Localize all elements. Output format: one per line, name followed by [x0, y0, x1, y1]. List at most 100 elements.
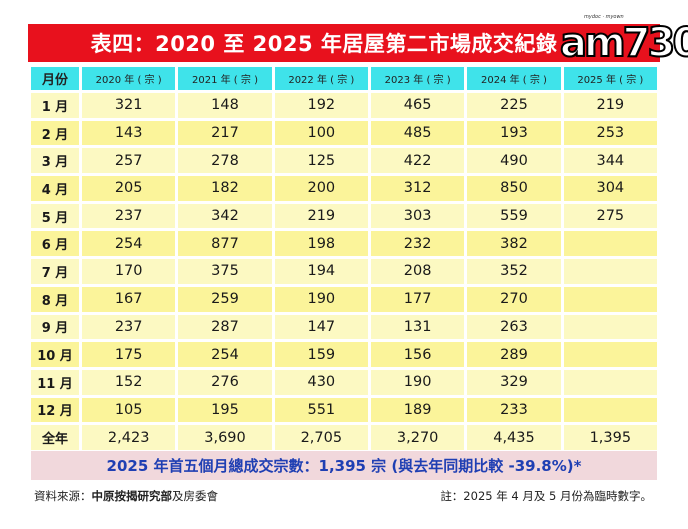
value-cell: 253 [563, 120, 657, 146]
value-cell: 125 [274, 148, 368, 174]
table-row: 8 月 167 259 190 177 270 [31, 286, 657, 312]
value-cell: 208 [370, 259, 465, 284]
value-cell: 559 [467, 203, 561, 229]
value-cell: 189 [370, 397, 465, 423]
value-cell: 233 [467, 397, 561, 423]
header-2020: 2020 年 ( 宗 ) [82, 67, 176, 90]
month-cell: 全年 [31, 425, 79, 450]
value-cell: 152 [82, 369, 176, 395]
value-cell: 278 [178, 148, 272, 174]
table-row: 10 月 175 254 159 156 289 [31, 342, 657, 367]
value-cell: 195 [178, 397, 272, 423]
value-cell: 329 [467, 369, 561, 395]
table-row: 12 月 105 195 551 189 233 [31, 397, 657, 423]
source-name: 中原按揭研究部 [91, 489, 173, 503]
month-cell: 10 月 [31, 342, 79, 367]
value-cell: 170 [82, 259, 176, 284]
value-cell: 2,423 [82, 425, 176, 450]
value-cell: 192 [274, 93, 368, 118]
value-cell [563, 286, 657, 312]
value-cell [563, 369, 657, 395]
value-cell: 344 [563, 148, 657, 174]
summary-bar: 2025 年首五個月總成交宗數：1,395 宗 (與去年同期比較 -39.8%)… [31, 451, 657, 480]
value-cell: 200 [274, 176, 368, 201]
value-cell [563, 397, 657, 423]
month-cell: 4 月 [31, 176, 79, 201]
value-cell: 303 [370, 203, 465, 229]
value-cell: 259 [178, 286, 272, 312]
value-cell: 225 [467, 93, 561, 118]
month-cell: 9 月 [31, 314, 79, 340]
table-row: 5 月 237 342 219 303 559 275 [31, 203, 657, 229]
table-row: 1 月 321 148 192 465 225 219 [31, 93, 657, 118]
header-2024: 2024 年 ( 宗 ) [467, 67, 561, 90]
value-cell: 182 [178, 176, 272, 201]
table-row: 4 月 205 182 200 312 850 304 [31, 176, 657, 201]
value-cell: 159 [274, 342, 368, 367]
value-cell: 352 [467, 259, 561, 284]
value-cell: 237 [82, 314, 176, 340]
month-cell: 6 月 [31, 231, 79, 257]
value-cell: 131 [370, 314, 465, 340]
value-cell: 194 [274, 259, 368, 284]
month-cell: 7 月 [31, 259, 79, 284]
value-cell: 198 [274, 231, 368, 257]
value-cell: 287 [178, 314, 272, 340]
value-cell: 105 [82, 397, 176, 423]
value-cell: 485 [370, 120, 465, 146]
month-cell: 5 月 [31, 203, 79, 229]
value-cell: 551 [274, 397, 368, 423]
value-cell [563, 259, 657, 284]
value-cell [563, 231, 657, 257]
value-cell: 422 [370, 148, 465, 174]
value-cell: 148 [178, 93, 272, 118]
value-cell: 321 [82, 93, 176, 118]
table-row: 3 月 257 278 125 422 490 344 [31, 148, 657, 174]
header-month: 月份 [31, 67, 79, 90]
header-2022: 2022 年 ( 宗 ) [274, 67, 368, 90]
table-header-row: 月份 2020 年 ( 宗 ) 2021 年 ( 宗 ) 2022 年 ( 宗 … [31, 67, 657, 90]
total-row: 全年 2,423 3,690 2,705 3,270 4,435 1,395 [31, 425, 657, 450]
am730-logo: mydoc · myown am730 [559, 14, 688, 67]
value-cell: 167 [82, 286, 176, 312]
header-2021: 2021 年 ( 宗 ) [178, 67, 272, 90]
month-cell: 2 月 [31, 120, 79, 146]
month-cell: 1 月 [31, 93, 79, 118]
table-row: 2 月 143 217 100 485 193 253 [31, 120, 657, 146]
logo-text: am730 [559, 19, 688, 67]
value-cell: 219 [274, 203, 368, 229]
value-cell: 219 [563, 93, 657, 118]
value-cell: 190 [370, 369, 465, 395]
header-2025: 2025 年 ( 宗 ) [563, 67, 657, 90]
month-cell: 3 月 [31, 148, 79, 174]
value-cell: 143 [82, 120, 176, 146]
value-cell: 254 [178, 342, 272, 367]
value-cell: 190 [274, 286, 368, 312]
value-cell: 147 [274, 314, 368, 340]
table-row: 11 月 152 276 430 190 329 [31, 369, 657, 395]
value-cell: 877 [178, 231, 272, 257]
value-cell: 276 [178, 369, 272, 395]
table-body: 1 月 321 148 192 465 225 219 2 月 143 217 100 485 193 2… [31, 93, 657, 450]
value-cell: 270 [467, 286, 561, 312]
value-cell: 1,395 [563, 425, 657, 450]
source-note: 資料來源：中原按揭研究部及房委會 [34, 488, 218, 504]
header-2023: 2023 年 ( 宗 ) [370, 67, 465, 90]
value-cell: 2,705 [274, 425, 368, 450]
value-cell: 177 [370, 286, 465, 312]
value-cell: 175 [82, 342, 176, 367]
table-row: 9 月 237 287 147 131 263 [31, 314, 657, 340]
source-prefix: 資料來源： [34, 489, 92, 503]
value-cell: 156 [370, 342, 465, 367]
value-cell: 217 [178, 120, 272, 146]
summary-text: 2025 年首五個月總成交宗數：1,395 宗 (與去年同期比較 -39.8%)… [106, 457, 582, 475]
table-row: 6 月 254 877 198 232 382 [31, 231, 657, 257]
value-cell: 3,270 [370, 425, 465, 450]
table-row: 7 月 170 375 194 208 352 [31, 259, 657, 284]
value-cell [563, 342, 657, 367]
provisional-note: 註：2025 年 4 月及 5 月份為臨時數字。 [440, 489, 652, 503]
month-cell: 12 月 [31, 397, 79, 423]
value-cell: 193 [467, 120, 561, 146]
value-cell: 237 [82, 203, 176, 229]
table-title-bar: 表四：2020 至 2025 年居屋第二市場成交紀錄 [28, 24, 660, 62]
